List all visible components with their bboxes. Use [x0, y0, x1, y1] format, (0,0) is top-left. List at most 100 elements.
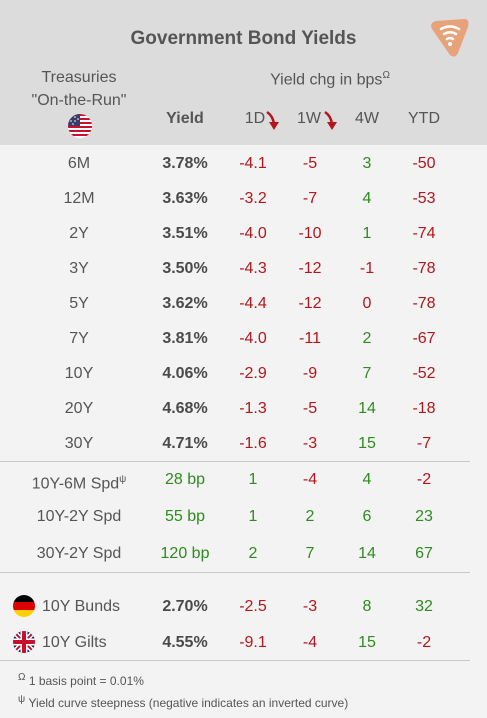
row-label: 2Y	[18, 216, 140, 251]
row-label: 10Y	[18, 356, 140, 391]
basis-point-marker: Ω	[382, 70, 390, 81]
4w-change: 7	[362, 365, 372, 382]
table-row: 20Y 4.68% -1.3 -5 14 -18	[0, 391, 487, 426]
ytd-change: -78	[412, 260, 436, 277]
row-label: 7Y	[18, 321, 140, 356]
row-label: 6M	[18, 146, 140, 181]
yield-column-header: Yield	[166, 110, 204, 127]
yield-value: 3.63%	[162, 190, 208, 207]
4w-change: 14	[358, 400, 376, 417]
ytd-change: -74	[412, 225, 436, 242]
1d-change: -9.1	[239, 634, 267, 651]
1d-change: -2.5	[239, 598, 267, 615]
yield-value: 3.50%	[162, 260, 208, 277]
ytd-change: -78	[412, 295, 436, 312]
1w-change: -12	[298, 295, 322, 312]
4w-change: 4	[362, 190, 372, 207]
table-row: 10Y Bunds 2.70% -2.5 -3 8 32	[0, 589, 487, 624]
1w-change: -10	[298, 225, 322, 242]
us-flag-icon	[68, 114, 92, 138]
4w-change: 15	[358, 435, 376, 452]
ytd-change: 23	[415, 508, 433, 525]
4w-change: 2	[362, 330, 372, 347]
treasuries-heading: Treasuries "On-the-Run"	[18, 66, 140, 112]
1w-change: -3	[302, 598, 318, 615]
divider	[0, 660, 470, 661]
row-label: 3Y	[18, 251, 140, 286]
row-label-text: 30Y	[64, 435, 94, 452]
footnote-1: Ω 1 basis point = 0.01%	[18, 672, 144, 688]
1d-change: -4.4	[239, 295, 267, 312]
table-row: 10Y 4.06% -2.9 -9 7 -52	[0, 356, 487, 391]
4w-column-header: 4W	[355, 110, 379, 127]
uk-flag-icon	[13, 631, 35, 653]
table-row: 3Y 3.50% -4.3 -12 -1 -78	[0, 251, 487, 286]
wifi-logo-icon	[431, 19, 469, 57]
4w-change: 14	[358, 545, 376, 562]
yield-value: 3.62%	[162, 295, 208, 312]
row-label-text: 10Y Gilts	[42, 634, 107, 651]
table-row: 30Y-2Y Spd 120 bp 2 7 14 67	[0, 536, 487, 571]
1d-change: 2	[248, 545, 258, 562]
arrow-down-icon	[266, 110, 279, 130]
1d-change: -4.1	[239, 155, 267, 172]
table-row: 7Y 3.81% -4.0 -11 2 -67	[0, 321, 487, 356]
footnote-2: ψ Yield curve steepness (negative indica…	[18, 694, 349, 710]
row-label-text: 10Y	[64, 365, 94, 382]
1w-change: -7	[302, 190, 318, 207]
row-label: 30Y-2Y Spd	[18, 536, 140, 571]
ytd-change: -67	[412, 330, 436, 347]
yield-change-label: Yield chg in bps	[270, 71, 383, 89]
row-label-text: 20Y	[64, 400, 94, 417]
yield-value: 3.51%	[162, 225, 208, 242]
table-row: 6M 3.78% -4.1 -5 3 -50	[0, 146, 487, 181]
ytd-change: -2	[416, 634, 432, 651]
4w-change: -1	[359, 260, 375, 277]
1d-change: -2.9	[239, 365, 267, 382]
1d-column-header: 1D	[244, 110, 266, 127]
yield-value: 2.70%	[162, 598, 208, 615]
1w-change: -5	[302, 155, 318, 172]
yield-value: 4.68%	[162, 400, 208, 417]
table-row: 10Y Gilts 4.55% -9.1 -4 15 -2	[0, 625, 487, 660]
yield-value: 4.71%	[162, 435, 208, 452]
1w-change: 2	[305, 508, 315, 525]
1w-column-header: 1W	[297, 110, 321, 127]
yield-value: 28 bp	[164, 471, 206, 488]
ytd-column-header: YTD	[408, 110, 440, 127]
1w-change: -11	[299, 330, 321, 347]
1w-change: -5	[302, 400, 318, 417]
row-label-text: 30Y-2Y Spd	[36, 545, 122, 562]
1d-change: -1.6	[239, 435, 267, 452]
1d-change: 1	[248, 471, 258, 488]
4w-change: 3	[362, 155, 372, 172]
1d-change: 1	[248, 508, 258, 525]
row-label-text: 5Y	[69, 295, 89, 312]
yield-value: 4.55%	[162, 634, 208, 651]
4w-change: 15	[358, 634, 376, 651]
row-label-text: 2Y	[69, 225, 89, 242]
row-label: 5Y	[18, 286, 140, 321]
row-label: 12M	[18, 181, 140, 216]
1w-change: 7	[305, 545, 315, 562]
row-label: 10Y-2Y Spd	[18, 499, 140, 534]
row-label: 10Y Gilts	[42, 625, 142, 660]
row-label-text: 10Y-2Y Spd	[36, 508, 122, 525]
ytd-change: 32	[415, 598, 433, 615]
row-label-text: 12M	[63, 190, 95, 207]
row-label-text: 7Y	[69, 330, 89, 347]
row-label: 10Y-6M Spdψ	[18, 462, 140, 497]
yield-value: 55 bp	[164, 508, 206, 525]
1w-change: -3	[302, 435, 318, 452]
table-row: 12M 3.63% -3.2 -7 4 -53	[0, 181, 487, 216]
1w-change: -4	[302, 634, 318, 651]
row-label-text: 10Y-6M Spd	[31, 475, 120, 493]
row-label-text: 6M	[67, 155, 91, 172]
ytd-change: 67	[415, 545, 433, 562]
4w-change: 8	[362, 598, 372, 615]
1w-change: -12	[298, 260, 322, 277]
1d-change: -3.2	[239, 190, 267, 207]
row-label: 30Y	[18, 426, 140, 461]
ytd-change: -2	[416, 471, 432, 488]
ytd-change: -50	[412, 155, 436, 172]
